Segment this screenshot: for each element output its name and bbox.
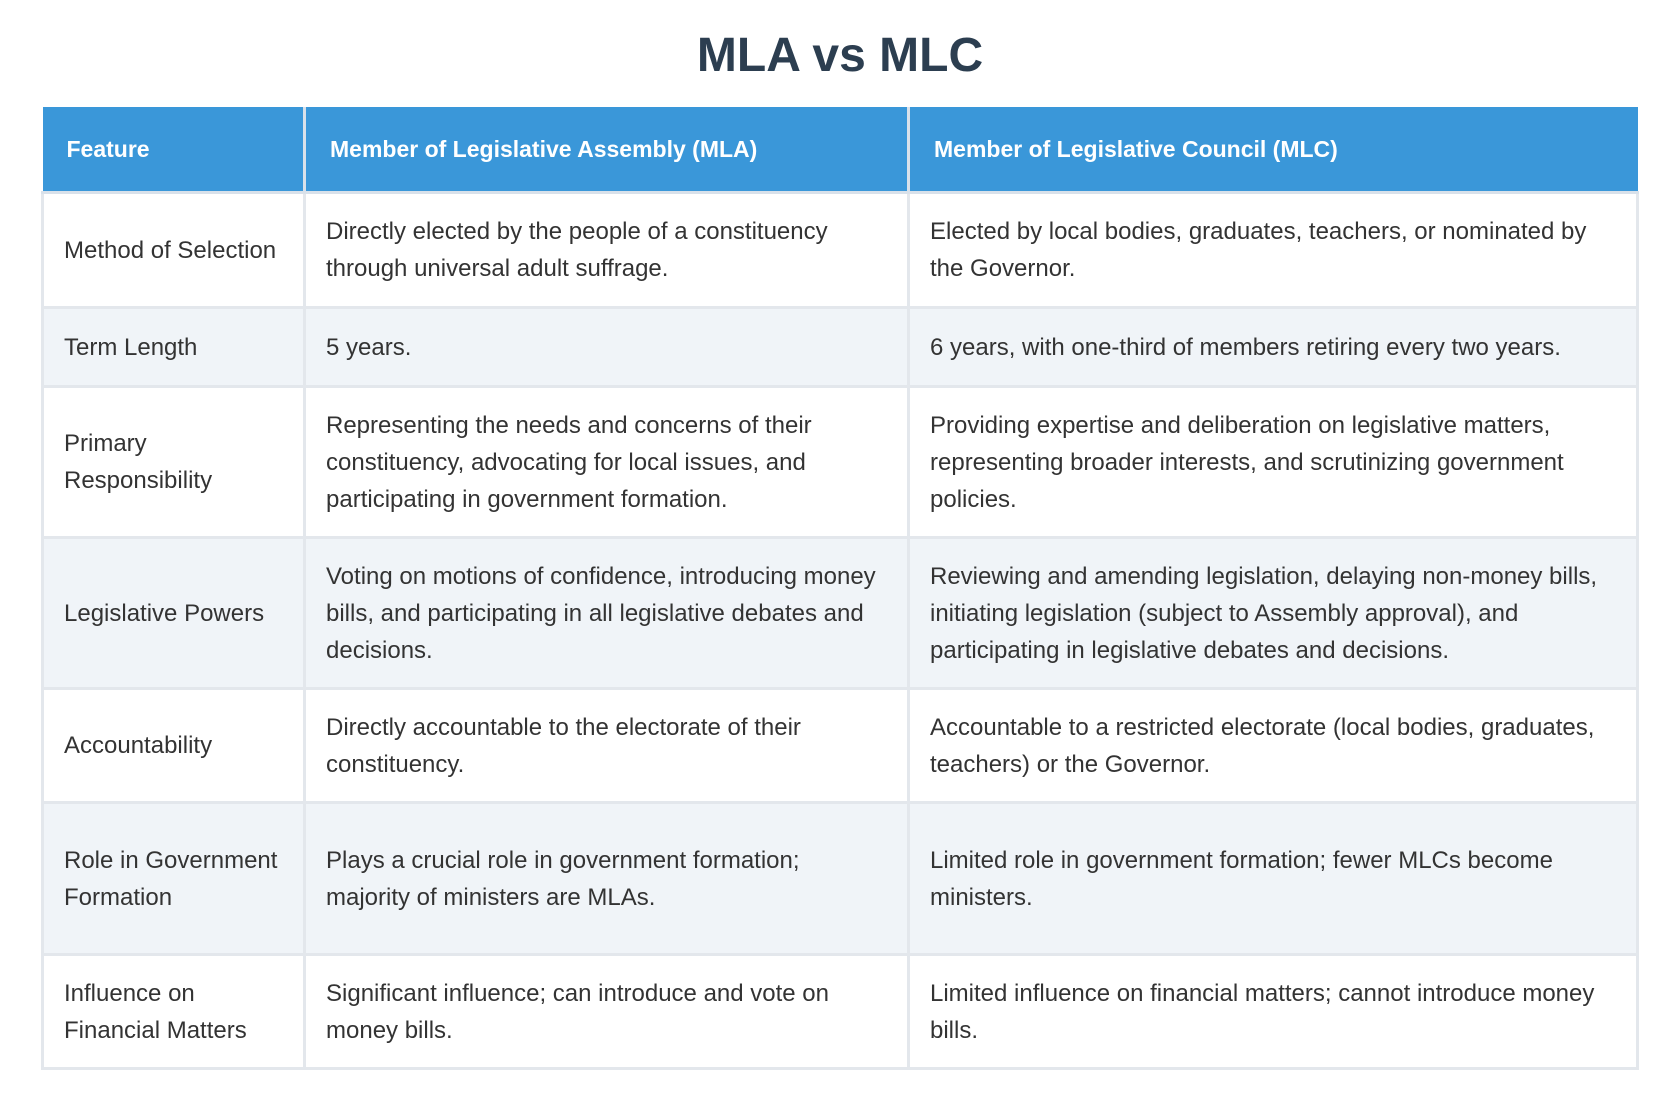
table-row: Legislative Powers Voting on motions of c…	[41, 536, 1639, 690]
feature-cell: Influence on Financial Matters	[41, 953, 306, 1070]
page-title: MLA vs MLC	[696, 29, 984, 82]
header-cell: Member of Legislative Assembly (MLA)	[303, 107, 910, 194]
table-cell: Reviewing and amending legislation, dela…	[907, 536, 1639, 690]
table-row: Method of Selection Directly elected by t…	[41, 191, 1639, 309]
header-row: Feature Member of Legislative Assembly (M…	[42, 107, 1638, 194]
table-row: Influence on Financial Matters Significan…	[41, 953, 1639, 1070]
table-cell: Elected by local bodies, graduates, teac…	[907, 191, 1639, 309]
table-row: Primary Responsibility Representing the n…	[41, 385, 1639, 539]
table-row: Role in Government Formation Plays a cruc…	[41, 801, 1639, 956]
comparison-table: Feature Member of Legislative Assembly (M…	[41, 107, 1639, 1070]
table-cell: Significant influence; can introduce and…	[303, 953, 910, 1070]
table-cell: Directly accountable to the electorate o…	[303, 687, 910, 804]
header-cell: Feature	[42, 107, 306, 194]
feature-cell: Term Length	[41, 306, 306, 388]
feature-cell: Primary Responsibility	[41, 385, 306, 539]
table-cell: Voting on motions of confidence, introdu…	[303, 536, 910, 690]
table-row: Accountability Directly accountable to th…	[41, 687, 1639, 804]
table-cell: Providing expertise and deliberation on …	[907, 385, 1639, 539]
table-cell: Limited role in government formation; fe…	[907, 801, 1639, 956]
table-cell: 5 years.	[303, 306, 910, 388]
table-cell: Directly elected by the people of a cons…	[303, 191, 910, 309]
table-cell: Plays a crucial role in government forma…	[303, 801, 910, 956]
table-body: Method of Selection Directly elected by t…	[41, 191, 1639, 1070]
feature-cell: Legislative Powers	[41, 536, 306, 690]
table-cell: Representing the needs and concerns of t…	[303, 385, 910, 539]
feature-cell: Method of Selection	[41, 191, 306, 309]
feature-cell: Accountability	[41, 687, 306, 804]
table-cell: Accountable to a restricted electorate (…	[907, 687, 1639, 804]
feature-cell: Role in Government Formation	[41, 801, 306, 956]
table-cell: 6 years, with one-third of members retir…	[907, 306, 1639, 388]
header-cell: Member of Legislative Council (MLC)	[907, 107, 1638, 194]
table-cell: Limited influence on financial matters; …	[907, 953, 1639, 1070]
table-row: Term Length 5 years. 6 years, with one-thi…	[41, 306, 1639, 388]
